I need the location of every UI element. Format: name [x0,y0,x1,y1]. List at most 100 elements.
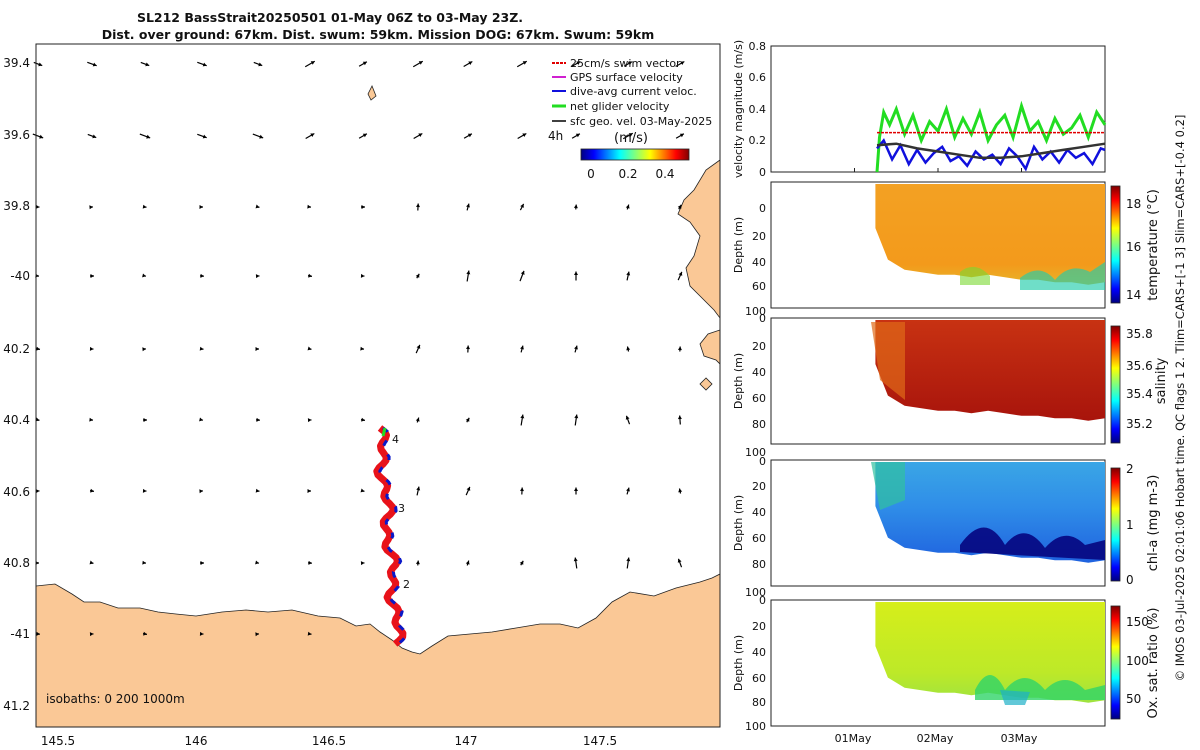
geo-arrow-head [522,133,527,137]
ytick: 0.4 [749,103,767,116]
geo-arrow-head [255,274,260,279]
flinders-island [677,159,720,319]
temperature-ylabel: Depth (m) [732,217,745,273]
geo-arrow-head [35,489,40,494]
legend-geo: sfc geo. vel. 03-May-2025 [570,115,712,128]
ytick: 80 [752,558,766,571]
geo-arrow-head [466,203,470,208]
isobaths-label: isobaths: 0 200 1000m [46,692,185,706]
oxygen-yticks: 100 0 20 40 60 80 100 [745,586,766,733]
cbtick: 50 [1126,692,1141,706]
legend-diveavg: dive-avg current veloc. [570,85,697,98]
geo-arrow-head [199,417,203,422]
geo-arrow-head [310,61,315,65]
lat-tick: 39.8 [3,199,30,213]
chla-section [875,462,1105,563]
geo-arrow-head [92,62,97,67]
geostrophic-arrows [32,60,685,637]
ytick: 0 [759,202,766,215]
colorbar-unit: (m/s) [614,131,648,146]
geo-arrow-head [307,631,312,636]
track-label-2: 2 [403,578,410,591]
track-start-green [381,427,387,437]
geo-arrow-head [468,61,473,65]
colorbar-tick: 0 [587,167,595,181]
geo-arrow-head [628,133,633,137]
geo-arrow-head [145,62,150,67]
geo-arrow-head [418,61,423,65]
ytick: 0.8 [749,40,767,53]
geo-arrow-head [625,415,630,420]
geo-arrow-head [255,632,259,637]
geo-arrow-head [520,345,524,350]
cbtick: 1 [1126,518,1134,532]
series-geostrophic-surface-velocity [876,142,1106,160]
lat-tick: -40 [10,269,30,283]
geo-arrow-head [467,133,472,138]
geo-arrow-head [202,134,207,139]
geo-arrow-head [199,631,204,636]
geo-arrow-head [199,204,203,209]
geo-arrow-head [146,134,151,139]
lon-tick: 147.5 [583,734,617,748]
colorbar-tick: 0.2 [618,167,637,181]
ytick: 0 [759,594,766,607]
geo-arrow-head [678,271,683,276]
ytick: 80 [752,696,766,709]
ytick: 0.2 [749,134,767,147]
geo-arrow-head [307,346,312,351]
oxygen-min-patch [1000,690,1030,705]
geo-arrow-head [256,417,260,422]
geo-arrow-head [520,414,525,419]
geo-arrow-head [202,62,207,67]
geo-arrow-head [677,204,682,209]
map-panel: 4 3 2 39.4 39.6 39.8 -40 40.2 40.4 40.6 … [3,43,721,748]
salinity-yticks: 0 20 40 60 80 100 [745,305,766,431]
cbtick: 100 [1126,654,1149,668]
ytick: 40 [752,506,766,519]
ytick: 0.6 [749,71,767,84]
geo-arrow-head [519,560,524,565]
lat-tick: 39.4 [3,56,30,70]
geo-arrow-head [520,270,525,275]
geo-arrow-head [259,134,264,139]
chla-green-patch [871,462,905,510]
geo-arrow-head [416,203,420,208]
geo-arrow-head [680,61,685,65]
velocity-ylabel: velocity magnitude (m/s) [732,40,745,178]
geo-arrow-head [310,133,315,137]
geo-arrow-head [35,417,40,422]
legend-swim: 25cm/s swim vector [570,57,681,70]
geo-arrow-head [625,204,630,209]
geo-arrow-head [418,133,423,137]
temperature-cold-patch [1020,262,1105,290]
lat-tick: 40.2 [3,342,30,356]
track-blue-band [378,426,408,646]
lat-tick: 39.6 [3,128,30,142]
ytick: 100 [745,446,766,459]
geo-arrow-head [466,270,471,275]
chla-cbticks: 2 1 0 [1126,462,1134,587]
geo-arrow-head [307,204,311,209]
geo-arrow-head [255,346,259,351]
temperature-yticks: 0 20 40 60 0 [752,202,766,293]
geo-arrow-head [415,560,420,565]
oxygen-cblabel: Ox. sat. ratio (%) [1146,608,1161,719]
temperature-mid-patch [960,266,990,285]
small-island [367,85,377,101]
geo-arrow-head [627,61,632,66]
map-frame [35,43,721,728]
salinity-section [875,320,1105,421]
geo-arrow-head [362,61,367,66]
geo-arrow-head [142,204,147,209]
track-label-3: 3 [398,502,405,515]
ytick: 60 [752,392,766,405]
legend-gps: GPS surface velocity [570,71,683,84]
cape-barren-island [699,329,720,365]
temperature-cblabel: temperature (°C) [1146,189,1161,301]
salinity-ylabel: Depth (m) [732,353,745,409]
geo-arrow-head [574,271,578,275]
geo-arrow-head [142,347,146,352]
geo-arrow-head [307,488,311,493]
geo-arrow-head [522,61,527,65]
